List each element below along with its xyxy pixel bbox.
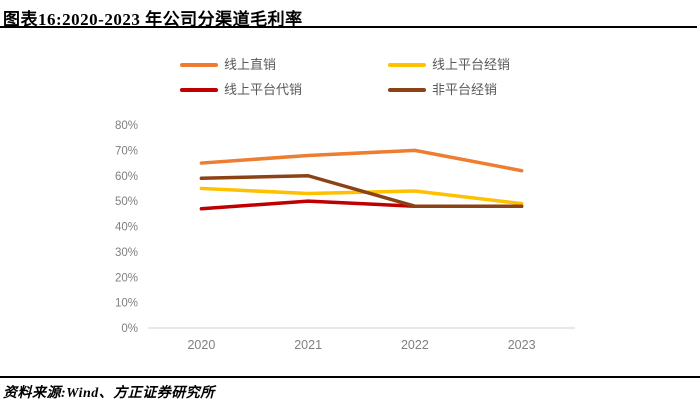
- y-axis-tick-label: 20%: [115, 272, 138, 284]
- legend-label: 线上平台经销: [432, 57, 511, 72]
- title-divider: [0, 26, 697, 28]
- y-axis-tick-label: 60%: [115, 171, 138, 183]
- chart-legend: 线上直销 线上平台经销线上平台代销 非平台经销: [180, 57, 510, 98]
- y-axis-tick-label: 10%: [115, 298, 138, 310]
- legend-item-2: 线上平台代销: [180, 82, 388, 98]
- legend-item-1: 线上平台经销: [388, 57, 510, 73]
- figure-title: 图表16:2020-2023 年公司分渠道毛利率: [3, 10, 303, 29]
- legend-item-0: 线上直销: [180, 57, 388, 73]
- series-line-0: [199, 148, 524, 173]
- legend-swatch-icon: [180, 63, 218, 67]
- legend-swatch-icon: [388, 88, 426, 92]
- legend-item-3: 非平台经销: [388, 82, 510, 98]
- legend-swatch-icon: [388, 63, 426, 67]
- y-axis-tick-label: 0%: [121, 323, 138, 335]
- x-axis-tick-label: 2023: [508, 338, 536, 352]
- y-axis-tick-label: 40%: [115, 222, 138, 234]
- legend-swatch-icon: [180, 88, 218, 92]
- y-axis-tick-label: 80%: [115, 120, 138, 132]
- legend-label: 线上直销: [224, 57, 277, 72]
- y-axis-tick-label: 30%: [115, 247, 138, 259]
- y-axis-tick-label: 50%: [115, 196, 138, 208]
- source-note: 资料来源:Wind、方正证券研究所: [3, 386, 215, 401]
- legend-label: 线上平台代销: [224, 82, 303, 97]
- x-axis-tick-label: 2020: [187, 338, 215, 352]
- footer-divider: [0, 376, 700, 378]
- x-axis-tick-label: 2021: [294, 338, 322, 352]
- series-line-3: [199, 174, 524, 208]
- x-axis-tick-label: 2022: [401, 338, 429, 352]
- y-axis-tick-label: 70%: [115, 145, 138, 157]
- legend-label: 非平台经销: [432, 82, 498, 97]
